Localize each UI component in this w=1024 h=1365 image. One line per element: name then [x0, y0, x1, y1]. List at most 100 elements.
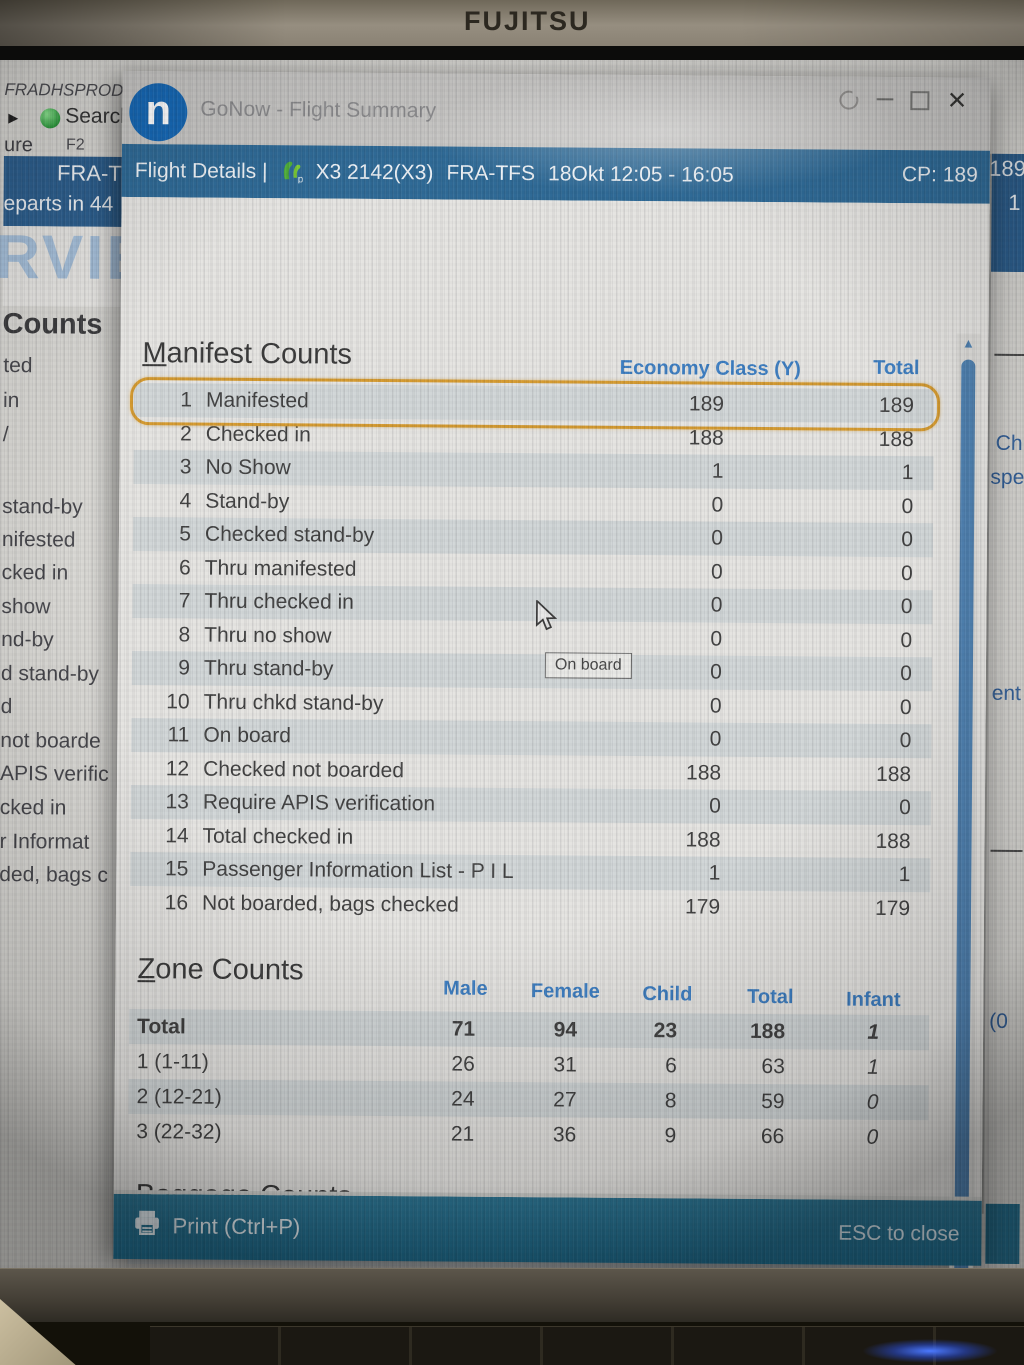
print-button[interactable]: Print (Ctrl+P) — [133, 1210, 300, 1242]
row-number: 3 — [179, 455, 192, 479]
economy-value: 0 — [710, 593, 723, 617]
printer-icon — [133, 1210, 160, 1241]
economy-value: 0 — [711, 493, 724, 517]
flight-schedule: 18Okt 12:05 - 16:05 — [547, 161, 734, 187]
minimize-button[interactable]: – — [876, 80, 894, 114]
economy-value: 0 — [711, 526, 724, 550]
scrollbar-thumb[interactable] — [954, 359, 976, 1268]
led-glow — [830, 1330, 1024, 1365]
economy-value: 1 — [708, 861, 721, 885]
column-header-infant: Infant — [846, 988, 901, 1012]
print-label: Print (Ctrl+P) — [172, 1212, 301, 1239]
flight-number: X3 2142(X3) — [315, 159, 434, 184]
female-value: 27 — [553, 1088, 577, 1112]
bg-row-fragment: nifested — [1, 527, 76, 552]
row-number: 11 — [167, 723, 190, 747]
female-value: 94 — [553, 1018, 578, 1042]
gonow-flight-summary-dialog: n GoNow - Flight Summary – × Flight Deta… — [113, 70, 991, 1268]
route-fragment: FRA-T — [56, 160, 122, 186]
dialog-footer: Print (Ctrl+P) ESC to close — [113, 1189, 982, 1266]
column-header-total: Total — [873, 356, 920, 380]
row-label: Thru no show — [204, 623, 332, 648]
bg-row-fragment: not boarde — [0, 728, 101, 753]
scroll-up-icon[interactable]: ▲ — [962, 335, 975, 351]
infant-value: 0 — [866, 1090, 879, 1114]
background-window-left: FRADHSPROD1 ▶ Search ure F2 FRA-T eparts… — [0, 60, 1024, 887]
refresh-icon[interactable] — [839, 90, 859, 110]
total-value: 0 — [900, 561, 913, 585]
table-row: 3 (22-32) 21 36 9 66 0 — [128, 1114, 928, 1155]
title-bar[interactable]: n GoNow - Flight Summary – × — [122, 70, 991, 151]
tooltip: On board — [544, 652, 632, 679]
zone-counts-title: Zone Counts — [137, 953, 304, 987]
row-number: 7 — [178, 589, 191, 613]
column-header-economy: Economy Class (Y) — [619, 356, 801, 381]
cp-count: CP: 189 — [901, 163, 978, 187]
economy-value: 179 — [684, 894, 721, 919]
status-dot-icon — [40, 108, 61, 129]
text-fragment: ure — [3, 133, 34, 157]
monitor-brand-logo: FUJITSU — [464, 6, 591, 36]
row-number: 9 — [178, 656, 191, 680]
bg-row-fragment: d stand-by — [0, 661, 100, 686]
bg-row-fragment: cked in — [0, 795, 67, 820]
screen: FRADHSPROD1 ▶ Search ure F2 FRA-T eparts… — [0, 60, 1024, 1268]
close-button[interactable]: × — [947, 81, 967, 118]
total-value: 188 — [875, 762, 912, 786]
bg-row-fragment: show — [1, 594, 51, 619]
f2-label: F2 — [65, 136, 85, 154]
male-value: 21 — [450, 1122, 475, 1146]
male-value: 26 — [451, 1052, 475, 1076]
manifest-counts-title: Manifest Counts — [142, 337, 353, 371]
bg-fragment: ent — [991, 681, 1022, 705]
row-number: 15 — [164, 857, 189, 881]
total-value: 63 — [761, 1054, 785, 1079]
divider — [990, 849, 1023, 853]
row-label: Passenger Information List - P I L — [202, 857, 514, 884]
bg-row-fragment: APIS verific — [0, 761, 109, 786]
row-number: 10 — [166, 689, 190, 713]
total-value: 1 — [898, 863, 911, 887]
child-value: 9 — [664, 1124, 677, 1148]
bg-row-fragment: r Informat — [0, 829, 90, 854]
svg-text:p: p — [297, 174, 302, 183]
column-header-female: Female — [530, 980, 600, 1003]
female-value: 31 — [553, 1053, 577, 1077]
divider — [994, 353, 1024, 357]
column-header-child: Child — [642, 983, 693, 1006]
male-value: 71 — [451, 1017, 476, 1041]
monitor-bezel-top: FUJITSU — [0, 0, 1024, 46]
bg-fragment: spe — [990, 465, 1024, 490]
monitor-bezel-bottom — [0, 1268, 1024, 1323]
economy-value: 1 — [711, 459, 724, 483]
row-label: Thru checked in — [204, 589, 354, 614]
row-number: 8 — [178, 622, 191, 646]
total-value: 0 — [899, 729, 912, 753]
row-label: Require APIS verification — [202, 790, 436, 816]
economy-value: 0 — [709, 694, 722, 718]
infant-value: 0 — [866, 1125, 879, 1149]
zone-table: Total 71 94 23 188 1 1 (1-11) 26 31 6 63 1 2 (12-2… — [128, 1009, 930, 1155]
table-row: 16 Not boarded, bags checked 179 179 — [130, 886, 930, 926]
total-value: 0 — [900, 595, 913, 619]
row-label: Total — [137, 1015, 186, 1039]
total-value: 179 — [874, 896, 911, 920]
row-number: 6 — [178, 555, 191, 579]
counts-fragment: Counts — [2, 307, 103, 341]
total-value: 59 — [761, 1089, 785, 1114]
total-value: 0 — [899, 796, 911, 820]
economy-value: 0 — [710, 560, 723, 584]
child-value: 8 — [664, 1089, 677, 1113]
maximize-button[interactable] — [910, 91, 930, 111]
bg-row-fragment: nd-by — [1, 627, 54, 652]
host-label: FRADHSPROD1 — [4, 79, 134, 101]
bg-row-fragment: / — [2, 422, 9, 447]
total-value: 0 — [901, 494, 914, 518]
row-label: Checked not boarded — [203, 757, 405, 782]
scrollbar[interactable]: ▲ ▼ — [948, 333, 981, 1268]
bg-row-fragment: d — [0, 694, 13, 719]
row-label: Not boarded, bags checked — [201, 891, 460, 917]
infant-value: 1 — [867, 1055, 879, 1079]
total-value: 1 — [901, 461, 914, 485]
